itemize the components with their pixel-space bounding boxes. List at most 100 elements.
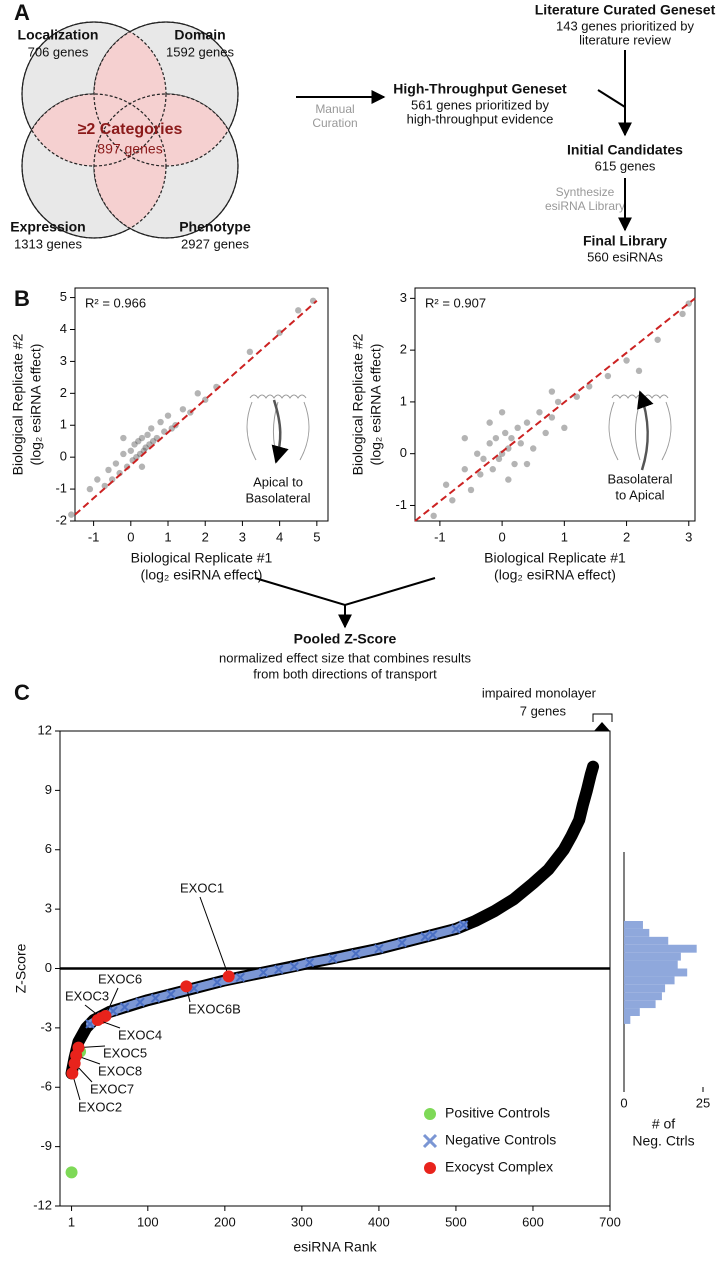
point (514, 424, 521, 431)
legend-label: Negative Controls (445, 1132, 556, 1148)
hist-bar (624, 921, 643, 929)
x-axis-label: (log₂ esiRNA effect) (141, 567, 263, 583)
x-axis-label: Biological Replicate #1 (484, 550, 626, 566)
neg-control (428, 930, 438, 940)
series-band (86, 920, 468, 1028)
impaired-marker: impaired monolayer 7 genes (482, 685, 613, 731)
venn-set: Domain (174, 27, 225, 43)
legend-label: Exocyst Complex (445, 1159, 553, 1175)
point (65, 1166, 78, 1179)
neg-control (150, 993, 161, 1003)
hist-bar (624, 1016, 631, 1024)
hist-bar (624, 960, 678, 969)
point (586, 383, 593, 390)
legend-marker (424, 1108, 436, 1120)
hist-bar (624, 936, 669, 945)
hist-bar (624, 984, 666, 993)
flow-note: Manual (315, 102, 354, 116)
point (157, 418, 164, 426)
x-tick-label: 500 (445, 1214, 467, 1229)
point (146, 441, 153, 448)
y-tick-label: -2 (55, 512, 67, 527)
point (495, 455, 503, 463)
cell-sketch (608, 394, 672, 461)
panel-label: C (14, 680, 30, 705)
point (536, 409, 543, 416)
x-tick-label: 600 (522, 1214, 544, 1229)
point (492, 434, 500, 442)
y-tick-label: 1 (60, 417, 67, 432)
point (480, 455, 487, 463)
cell-sketch (246, 394, 310, 461)
hist-bar (624, 968, 688, 977)
neg-control (420, 932, 430, 942)
x-tick-label: 0 (498, 529, 505, 544)
point (442, 481, 450, 488)
x-tick-label: 2 (202, 529, 209, 544)
hist-bar (624, 1008, 640, 1016)
transport-arrow (637, 390, 654, 471)
point (523, 419, 531, 426)
hist-bar (624, 976, 675, 985)
point-label: EXOC1 (180, 880, 224, 895)
x-axis-label: Neg. Ctrls (632, 1133, 694, 1149)
point (461, 434, 468, 442)
annotation: R² = 0.966 (85, 295, 146, 310)
point (295, 307, 302, 314)
neg-control (119, 1002, 130, 1012)
transport-arrow (271, 399, 289, 464)
y-tick-label: 12 (38, 722, 52, 737)
point (142, 444, 149, 451)
point-label: EXOC8 (98, 1063, 142, 1078)
y-axis-label: (log₂ esiRNA effect) (368, 344, 384, 466)
point (561, 424, 568, 431)
point (133, 453, 140, 461)
point (467, 486, 475, 494)
point-label: EXOC3 (65, 988, 109, 1003)
x-tick-label: 700 (599, 1214, 621, 1229)
plot-frame (414, 287, 696, 522)
y-tick-label: 3 (60, 353, 67, 368)
y-tick-label: 0 (45, 960, 52, 975)
point (505, 476, 512, 483)
point (486, 440, 493, 447)
y-axis-label: (log₂ esiRNA effect) (28, 344, 44, 466)
pooled-desc: from both directions of transport (253, 666, 437, 681)
point (505, 445, 512, 452)
point (86, 485, 94, 493)
point (508, 434, 515, 442)
leader-line (199, 896, 230, 977)
x-tick-label: -1 (88, 529, 100, 544)
y-tick-label: 2 (60, 385, 67, 400)
y-tick-label: -3 (40, 1019, 52, 1034)
venn-overlap: ≥2 Categories (78, 121, 183, 138)
y-tick-label: 2 (400, 342, 407, 357)
pooled-desc: normalized effect size that combines res… (219, 650, 471, 665)
x-axis-label: Biological Replicate #1 (131, 550, 273, 566)
point (548, 388, 556, 395)
neg-control (258, 967, 269, 978)
neg-control (212, 977, 222, 988)
venn-set: Expression (10, 219, 85, 235)
point (523, 460, 531, 468)
venn (21, 21, 239, 239)
point (573, 393, 580, 400)
point (461, 466, 468, 473)
y-tick-label: 3 (400, 290, 407, 305)
venn-set: Phenotype (179, 219, 251, 235)
y-tick-label: 5 (60, 289, 67, 304)
flow-desc: 615 genes (595, 158, 656, 173)
y-tick-label: 0 (60, 449, 67, 464)
x-tick-label: 3 (239, 529, 246, 544)
neg-control (289, 961, 299, 972)
point (511, 460, 518, 468)
annotation: R² = 0.907 (425, 295, 486, 310)
y-tick-label: 3 (45, 901, 52, 916)
point (498, 450, 506, 457)
point (120, 450, 127, 458)
flow-desc: high-throughput evidence (407, 111, 554, 126)
pooled-title: Pooled Z-Score (294, 631, 397, 647)
flow-desc: 143 genes prioritized by (556, 18, 695, 33)
point (138, 434, 146, 442)
flow-title: Final Library (583, 233, 667, 249)
